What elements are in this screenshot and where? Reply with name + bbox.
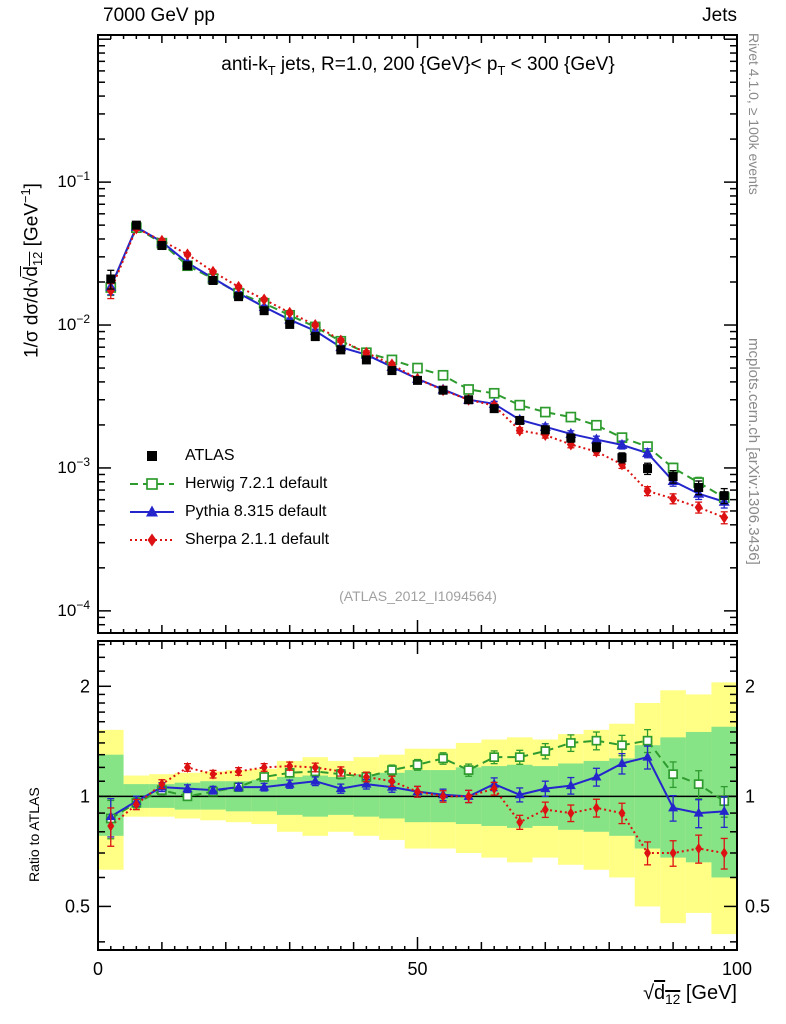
svg-text:10−1: 10−1: [57, 169, 90, 191]
axis-ticks: [97, 35, 738, 950]
analysis-group-label: Jets: [702, 5, 737, 26]
legend-item-herwig: Herwig 7.2.1 default: [128, 470, 329, 498]
plot-title: anti-kT jets, R=1.0, 200 {GeV}< pT < 300…: [221, 54, 615, 78]
legend-item-atlas: ATLAS: [128, 442, 329, 470]
svg-text:10−3: 10−3: [57, 455, 90, 477]
top-panel-series: [105, 220, 730, 525]
legend-label-pythia: Pythia 8.315 default: [185, 503, 327, 520]
svg-text:10−4: 10−4: [57, 598, 90, 620]
svg-text:50: 50: [407, 959, 427, 979]
atlas-marker-icon: [147, 451, 157, 461]
legend-item-sherpa: Sherpa 2.1.1 default: [128, 526, 329, 554]
herwig-marker-icon: [130, 478, 174, 490]
svg-text:0: 0: [93, 959, 103, 979]
y-axis-title: 1/σ dσ/d√d12 [GeV−1]: [18, 183, 46, 358]
analysis-id-watermark: (ATLAS_2012_I1094564): [339, 588, 497, 604]
svg-text:0.5: 0.5: [65, 896, 90, 916]
beam-energy-label: 7000 GeV pp: [103, 5, 215, 26]
legend-label-sherpa: Sherpa 2.1.1 default: [185, 531, 330, 548]
svg-text:0.5: 0.5: [745, 896, 770, 916]
x-axis-title: √d12 [GeV]: [643, 982, 737, 1007]
ratio-panel-series: [105, 728, 730, 870]
rivet-version-label: Rivet 4.1.0, ≥ 100k events: [746, 33, 762, 195]
svg-text:1: 1: [80, 786, 90, 806]
svg-text:100: 100: [722, 959, 752, 979]
sherpa-marker-icon: [130, 533, 174, 547]
svg-text:2: 2: [80, 676, 90, 696]
svg-text:2: 2: [745, 676, 755, 696]
ratio-axis-title: Ratio to ATLAS: [26, 787, 42, 882]
legend-label-herwig: Herwig 7.2.1 default: [185, 475, 328, 492]
legend-label-atlas: ATLAS: [185, 447, 235, 464]
legend: ATLAS Herwig 7.2.1 default Pythia 8.315 …: [128, 442, 329, 554]
svg-text:10−2: 10−2: [57, 312, 90, 334]
mcplots-credit-label: mcplots.cern.ch [arXiv:1306.3436]: [745, 338, 762, 565]
svg-text:1: 1: [745, 786, 755, 806]
legend-item-pythia: Pythia 8.315 default: [128, 498, 329, 526]
ratio-uncertainty-bands: [98, 682, 737, 935]
axis-tick-labels: 10−1 10−2 10−3 10−4 0.5 0.5 1 1 2 2 0 50 100: [57, 169, 770, 979]
pythia-marker-icon: [130, 505, 174, 517]
